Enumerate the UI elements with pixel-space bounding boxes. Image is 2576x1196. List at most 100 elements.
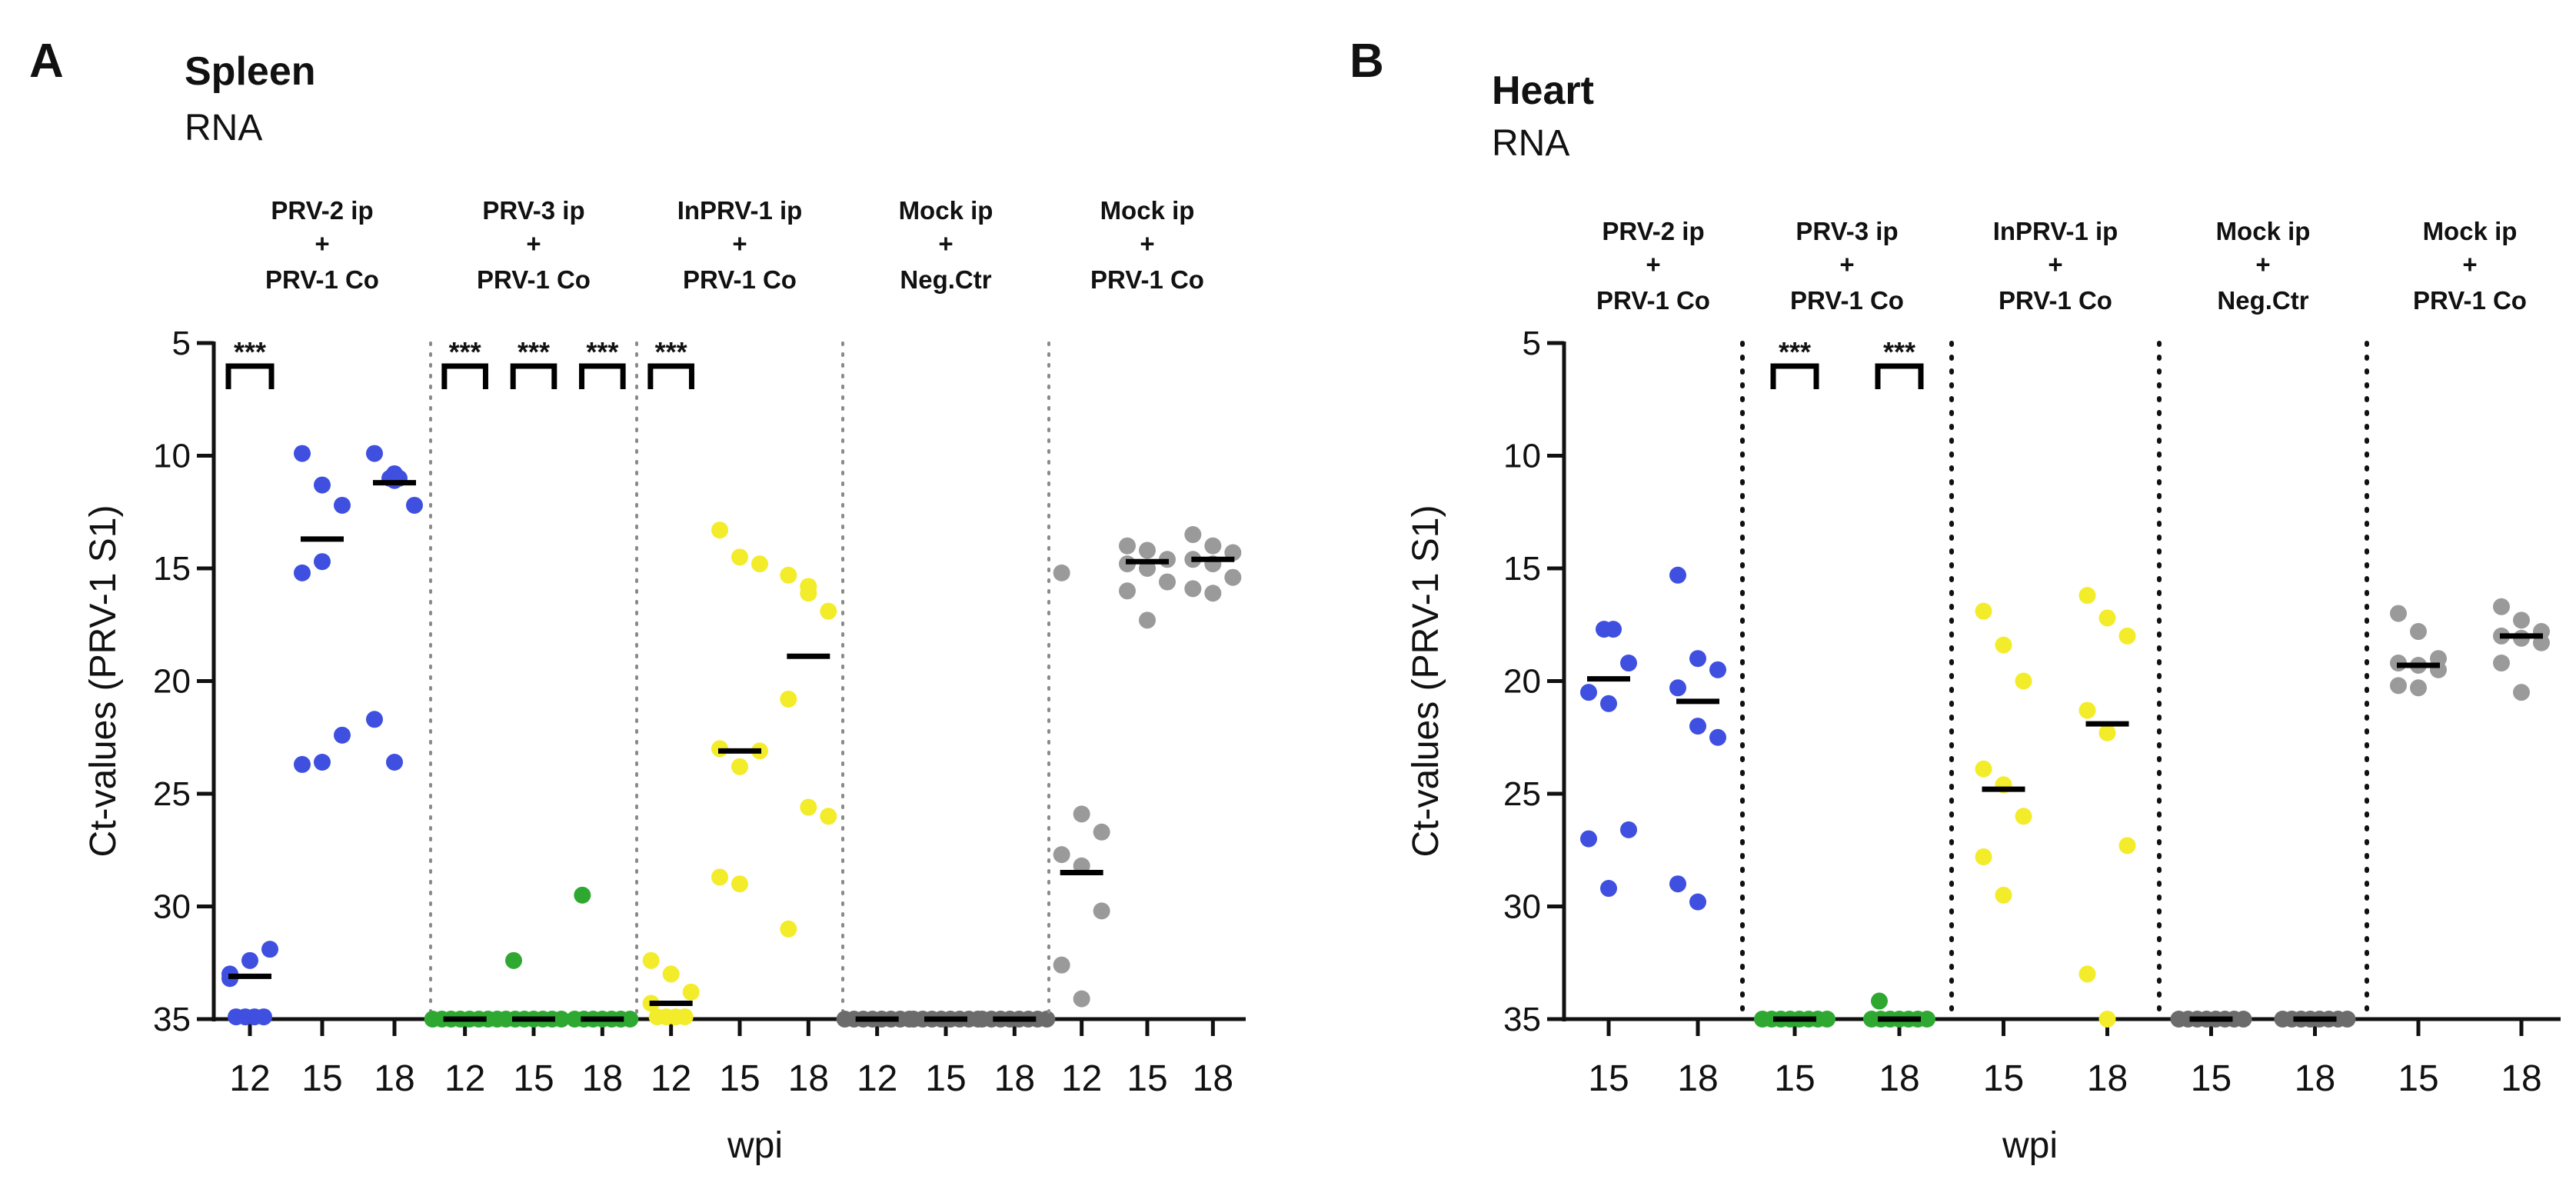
data-point bbox=[1053, 956, 1070, 974]
x-tick-label: 18 bbox=[2087, 1058, 2128, 1099]
y-tick-label: 5 bbox=[1523, 325, 1541, 362]
x-tick-label: 18 bbox=[374, 1058, 414, 1099]
data-point bbox=[751, 555, 768, 573]
data-point bbox=[314, 753, 331, 771]
data-point bbox=[676, 1008, 694, 1026]
data-point bbox=[2098, 609, 2116, 627]
data-point bbox=[1995, 886, 2012, 904]
data-point bbox=[1093, 902, 1110, 920]
data-point bbox=[621, 1011, 639, 1028]
data-point bbox=[1038, 1011, 1056, 1028]
x-tick-label: 18 bbox=[2501, 1058, 2541, 1099]
x-tick-label: 18 bbox=[1193, 1058, 1233, 1099]
data-point bbox=[800, 578, 817, 595]
x-axis-label: wpi bbox=[2002, 1125, 2058, 1166]
significance-label: *** bbox=[655, 336, 687, 368]
significance-bracket bbox=[225, 363, 275, 389]
x-tick-label: 15 bbox=[2191, 1058, 2232, 1099]
y-tick-label: 25 bbox=[153, 775, 191, 813]
group-label-line: Neg.Ctr bbox=[900, 265, 991, 294]
x-tick-label: 15 bbox=[925, 1058, 966, 1099]
y-tick-label: 35 bbox=[1503, 1001, 1541, 1038]
group-4: Mock ip + PRV-1 Co 12 15 18 bbox=[1047, 196, 1242, 1099]
y-axis-label: Ct-values (PRV-1 S1) bbox=[83, 505, 124, 858]
group-0: PRV-2 ip + PRV-1 Co 15 18 bbox=[1580, 217, 1726, 1099]
x-tick-label: 15 bbox=[1588, 1058, 1629, 1099]
data-point bbox=[1669, 566, 1686, 584]
group-label-line: PRV-3 ip bbox=[1796, 217, 1898, 245]
group-label-line: PRV-1 Co bbox=[1999, 286, 2112, 315]
data-point bbox=[241, 951, 258, 969]
data-point bbox=[1139, 541, 1156, 559]
data-point bbox=[731, 758, 748, 775]
x-tick-label: 15 bbox=[513, 1058, 554, 1099]
data-point bbox=[1580, 684, 1597, 701]
data-point bbox=[2235, 1011, 2252, 1028]
data-point bbox=[1819, 1011, 1835, 1028]
data-point bbox=[711, 868, 728, 886]
data-point bbox=[1119, 537, 1136, 555]
x-tick-label: 15 bbox=[2398, 1058, 2438, 1099]
group-2: InPRV-1 ip + PRV-1 Co 12 *** 15 18 bbox=[635, 196, 837, 1099]
x-tick-label: 15 bbox=[719, 1058, 760, 1099]
data-point bbox=[366, 445, 383, 462]
group-label-line: + bbox=[1140, 229, 1154, 258]
data-point bbox=[780, 566, 797, 584]
y-tick-label: 15 bbox=[153, 550, 191, 588]
significance-label: *** bbox=[234, 336, 266, 368]
data-point bbox=[1689, 893, 1706, 911]
data-point bbox=[1139, 611, 1156, 629]
data-point bbox=[820, 602, 837, 620]
data-point bbox=[1689, 718, 1706, 735]
data-point bbox=[711, 521, 728, 539]
data-point bbox=[2078, 701, 2096, 719]
group-label-line: + bbox=[315, 229, 329, 258]
data-point bbox=[2078, 965, 2096, 983]
data-point bbox=[1093, 823, 1110, 841]
significance-label: *** bbox=[586, 336, 618, 368]
y-tick-label: 20 bbox=[1503, 663, 1541, 701]
data-point bbox=[294, 564, 311, 581]
x-tick-label: 12 bbox=[444, 1058, 485, 1099]
data-point bbox=[1975, 760, 1992, 778]
panel-b: B Heart RNA 5 10 15 20 25 30 35 Ct-values (PRV-1 S… bbox=[1350, 35, 2561, 1166]
data-point bbox=[553, 1011, 570, 1028]
group-label-line: Mock ip bbox=[2423, 217, 2518, 245]
group-label-line: Mock ip bbox=[899, 196, 993, 225]
data-point bbox=[2078, 587, 2096, 605]
data-point bbox=[406, 496, 423, 514]
data-point bbox=[1669, 875, 1686, 893]
data-point bbox=[800, 798, 817, 816]
y-tick-label: 25 bbox=[1503, 775, 1541, 813]
y-tick-label: 15 bbox=[1503, 550, 1541, 588]
group-label-line: Mock ip bbox=[2216, 217, 2311, 245]
significance-label: *** bbox=[518, 336, 550, 368]
significance-bracket bbox=[1875, 363, 1924, 389]
data-point bbox=[294, 755, 311, 773]
data-point bbox=[1580, 830, 1597, 848]
group-label-line: PRV-2 ip bbox=[1602, 217, 1704, 245]
group-label-line: + bbox=[2048, 250, 2062, 278]
data-point bbox=[334, 496, 351, 514]
data-point bbox=[1073, 805, 1090, 823]
group-label-line: PRV-1 Co bbox=[2413, 286, 2527, 315]
group-label-line: PRV-1 Co bbox=[683, 265, 797, 294]
data-point bbox=[2390, 605, 2407, 622]
group-label-line: + bbox=[1646, 250, 1660, 278]
group-label-line: PRV-1 Co bbox=[477, 265, 591, 294]
data-point bbox=[2098, 724, 2116, 741]
data-point bbox=[731, 548, 748, 566]
panel-letter: B bbox=[1350, 35, 1384, 88]
data-point bbox=[1709, 728, 1726, 746]
data-point bbox=[1975, 602, 1992, 620]
significance-bracket bbox=[579, 363, 626, 389]
data-point bbox=[1669, 679, 1686, 697]
data-point bbox=[1053, 846, 1070, 864]
group-1: PRV-3 ip + PRV-1 Co 12 *** 15 *** 18 *** bbox=[424, 196, 639, 1099]
data-point bbox=[1689, 650, 1706, 668]
data-point bbox=[662, 965, 680, 983]
group-4: Mock ip + PRV-1 Co 15 18 bbox=[2365, 217, 2550, 1099]
data-point bbox=[314, 553, 331, 571]
data-point bbox=[731, 875, 748, 893]
